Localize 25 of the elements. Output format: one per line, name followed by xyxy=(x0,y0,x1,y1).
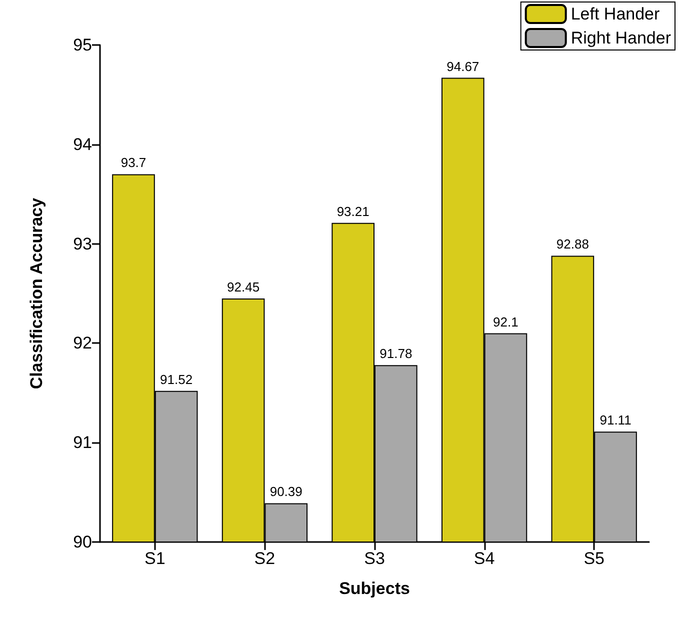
y-tick-label: 95 xyxy=(73,36,92,54)
y-tick-label: 93 xyxy=(73,234,92,254)
data-label: 92.88 xyxy=(556,236,589,252)
y-tick-label: 90 xyxy=(73,532,92,552)
legend-label: Left Hander xyxy=(570,4,660,24)
x-tick-label: S3 xyxy=(364,549,385,568)
data-label: 91.52 xyxy=(160,372,193,387)
x-tick-label: S2 xyxy=(254,549,276,568)
data-label: 92.45 xyxy=(227,279,260,294)
y-tick-label: 94 xyxy=(73,134,92,154)
y-axis-title: Classification Accuracy xyxy=(27,197,46,390)
data-label: 93.7 xyxy=(120,155,146,170)
data-label: 94.67 xyxy=(446,58,480,74)
x-tick-label: S5 xyxy=(584,549,604,568)
data-label: 93.21 xyxy=(336,204,370,219)
data-label: 91.78 xyxy=(380,346,412,362)
legend-label: Right Hander xyxy=(570,28,672,48)
data-label: 92.1 xyxy=(493,314,518,330)
x-tick-label: S4 xyxy=(474,549,495,568)
data-label: 90.39 xyxy=(270,484,302,500)
y-tick-label: 91 xyxy=(73,433,92,452)
x-axis-title: Subjects xyxy=(339,579,410,598)
y-tick-label: 92 xyxy=(73,334,92,353)
data-label: 91.11 xyxy=(600,412,632,428)
x-tick-label: S1 xyxy=(144,549,166,568)
